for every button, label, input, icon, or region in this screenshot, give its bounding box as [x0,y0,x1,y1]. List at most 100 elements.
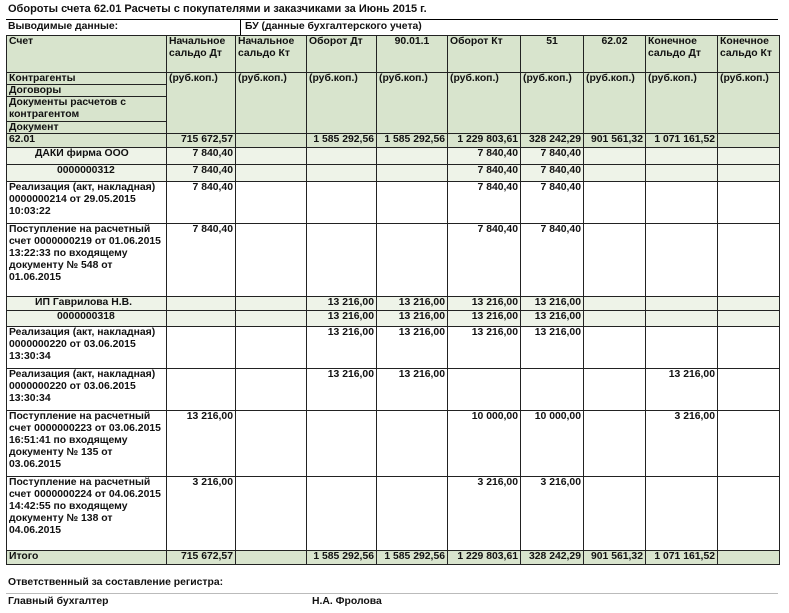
amount-cell: 1 585 292,56 [376,550,448,565]
header-row: Счет Начальное сальдо Дт Начальное сальд… [6,35,780,73]
header-unit: (руб.коп.) [166,72,236,134]
header-sub-contracts: Договоры [7,85,166,97]
amount-cell: 7 840,40 [166,223,236,297]
total-row: Итого 715 672,57 1 585 292,56 1 585 292,56 1… [6,550,780,565]
header-col: Начальное сальдо Кт [235,35,307,73]
total-row: 62.01 715 672,57 1 585 292,56 1 585 292,56 1… [6,133,780,148]
amount-cell: 1 585 292,56 [306,550,377,565]
header-unit: (руб.коп.) [306,72,377,134]
amount-cell [717,181,780,224]
amount-cell: 13 216,00 [166,410,236,477]
amount-cell: 1 585 292,56 [376,133,448,148]
row-label: Поступление на расчетный счет 0000000223… [6,410,167,477]
document-row: Поступление на расчетный счет 0000000224… [6,476,780,551]
amount-cell [645,326,718,369]
amount-cell [583,326,646,369]
amount-cell [306,476,377,551]
amount-cell [645,223,718,297]
row-label: Поступление на расчетный счет 0000000224… [6,476,167,551]
amount-cell: 13 216,00 [376,296,448,311]
amount-cell [235,296,307,311]
row-label: Реализация (акт, накладная) 0000000220 о… [6,368,167,411]
amount-cell [235,133,307,148]
amount-cell [306,164,377,182]
footer-accountant-name: Н.А. Фролова [312,596,382,607]
amount-cell [717,368,780,411]
amount-cell [717,410,780,477]
amount-cell: 13 216,00 [447,326,521,369]
header-col: Начальное сальдо Дт [166,35,236,73]
amount-cell: 13 216,00 [520,296,584,311]
amount-cell [583,181,646,224]
amount-cell [717,326,780,369]
header-unit: (руб.коп.) [645,72,718,134]
header-sub-row: Контрагенты Договоры Документы расчетов … [6,72,780,134]
row-label: Реализация (акт, накладная) 0000000220 о… [6,326,167,369]
contractor-row: ДАКИ фирма ООО 7 840,40 7 840,40 7 840,40 [6,147,780,165]
amount-cell: 1 229 803,61 [447,133,521,148]
amount-cell [235,147,307,165]
header-col: 62.02 [583,35,646,73]
header-col: Конечное сальдо Кт [717,35,780,73]
amount-cell: 901 561,32 [583,550,646,565]
amount-cell [306,410,377,477]
amount-cell [306,147,377,165]
amount-cell [645,296,718,311]
row-label: ИП Гаврилова Н.В. [6,296,167,311]
header-sub-document: Документ [9,122,59,133]
row-label: ДАКИ фирма ООО [6,147,167,165]
amount-cell [306,181,377,224]
amount-cell [645,164,718,182]
amount-cell [717,164,780,182]
header-unit: (руб.коп.) [235,72,307,134]
amount-cell: 13 216,00 [376,326,448,369]
row-label: Поступление на расчетный счет 0000000219… [6,223,167,297]
header-account: Счет [6,35,167,73]
amount-cell: 901 561,32 [583,133,646,148]
document-row: Реализация (акт, накладная) 0000000220 о… [6,368,780,411]
row-label: 0000000318 [6,310,167,327]
amount-cell [376,181,448,224]
document-row: Реализация (акт, накладная) 0000000220 о… [6,326,780,369]
amount-cell [583,223,646,297]
header-sub-settlement-docs: Документы расчетов с контрагентом [7,97,166,122]
amount-cell: 3 216,00 [166,476,236,551]
amount-cell [645,147,718,165]
amount-cell: 7 840,40 [166,164,236,182]
amount-cell [235,310,307,327]
row-label: Реализация (акт, накладная) 0000000214 о… [6,181,167,224]
contract-row: 0000000318 13 216,00 13 216,00 13 216,00 13 … [6,310,780,327]
amount-cell: 13 216,00 [306,296,377,311]
shown-data-row: Выводимые данные: БУ (данные бухгалтерск… [6,19,778,36]
amount-cell [583,476,646,551]
header-unit: (руб.коп.) [520,72,584,134]
amount-cell [583,296,646,311]
amount-cell: 13 216,00 [520,310,584,327]
footer-accountant-row: Главный бухгалтер Н.А. Фролова [6,593,778,607]
amount-cell: 13 216,00 [306,368,377,411]
document-row: Поступление на расчетный счет 0000000223… [6,410,780,477]
contract-row: 0000000312 7 840,40 7 840,40 7 840,40 [6,164,780,182]
amount-cell: 1 071 161,52 [645,550,718,565]
amount-cell [376,147,448,165]
amount-cell: 7 840,40 [520,147,584,165]
amount-cell [447,368,521,411]
amount-cell: 7 840,40 [447,147,521,165]
amount-cell: 715 672,57 [166,550,236,565]
shown-data-label: Выводимые данные: [8,21,119,32]
amount-cell [645,310,718,327]
amount-cell: 7 840,40 [447,164,521,182]
amount-cell: 1 229 803,61 [447,550,521,565]
amount-cell: 7 840,40 [166,181,236,224]
amount-cell [717,310,780,327]
amount-cell [645,181,718,224]
amount-cell [166,368,236,411]
header-col: 90.01.1 [376,35,448,73]
document-row: Реализация (акт, накладная) 0000000214 о… [6,181,780,224]
amount-cell [520,368,584,411]
document-row: Поступление на расчетный счет 0000000219… [6,223,780,297]
header-col: 51 [520,35,584,73]
amount-cell: 3 216,00 [447,476,521,551]
row-label: 0000000312 [6,164,167,182]
